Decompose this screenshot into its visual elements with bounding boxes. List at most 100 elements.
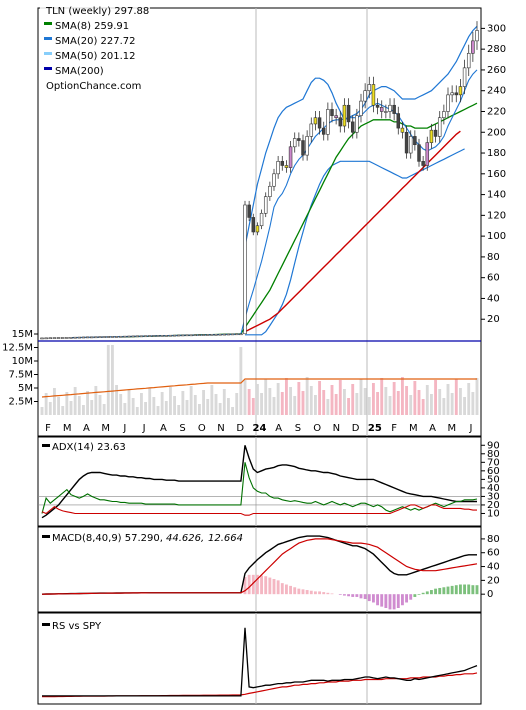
volume-bar: [359, 379, 363, 415]
candle-body: [408, 136, 413, 154]
volume-bar: [231, 407, 235, 415]
volume-bar: [463, 397, 467, 415]
volume-bar: [181, 391, 185, 415]
candle-body: [417, 144, 421, 162]
candle-body: [388, 104, 392, 112]
legend-entry: TLN (weekly) 297.88: [45, 6, 149, 17]
candle-body: [114, 336, 119, 338]
volume-bar: [355, 393, 359, 415]
volume-bar: [438, 389, 442, 415]
macd-histogram-bar: [450, 585, 454, 595]
volume-bar: [148, 388, 152, 415]
volume-bar: [380, 378, 384, 415]
volume-bar: [226, 398, 230, 415]
volume-bar: [318, 381, 322, 415]
volume-bar: [52, 388, 56, 415]
candle-body: [40, 337, 44, 340]
volume-bar: [446, 384, 450, 415]
candle-body: [292, 138, 297, 148]
volume-bar: [110, 345, 114, 415]
candle-body: [297, 138, 301, 141]
volume-bar: [239, 347, 243, 415]
candle-body: [396, 113, 401, 129]
candle-body: [118, 335, 123, 338]
volume-bar: [471, 392, 475, 415]
adx-legend: ADX(14) 23.63: [52, 442, 126, 453]
volume-tick-label: 15M: [12, 329, 33, 340]
x-tick-label: D: [352, 423, 360, 434]
legend-entry: SMA(8) 259.91: [55, 21, 129, 32]
x-tick-label: D: [236, 423, 244, 434]
macd-tick-label: 60: [487, 548, 500, 559]
candle-body: [450, 92, 454, 96]
volume-bar: [127, 389, 131, 415]
volume-bar: [90, 400, 94, 415]
macd-histogram-bar: [305, 590, 309, 595]
x-tick-label: S: [179, 423, 185, 434]
candle-body: [437, 117, 442, 137]
candle-body: [168, 334, 173, 337]
x-tick-label: A: [160, 423, 167, 434]
macd-tick-label: 40: [487, 562, 500, 573]
macd-tick-label: 80: [487, 534, 500, 545]
legend-entry: SMA(20) 227.72: [55, 36, 136, 47]
volume-bar: [376, 392, 380, 415]
volume-bar: [152, 397, 156, 415]
volume-bar: [330, 385, 334, 415]
candle-body: [338, 117, 343, 127]
adx-series-di: [41, 504, 477, 516]
volume-bar: [189, 386, 193, 415]
legend-box: [40, 1, 150, 96]
macd-signal-line: [41, 538, 478, 595]
x-tick-label: J: [142, 423, 146, 434]
macd-histogram-bar: [293, 587, 297, 595]
candle-body: [226, 333, 231, 336]
macd-histogram-bar: [342, 594, 346, 596]
candle-body: [218, 333, 222, 336]
legend-swatch: [42, 535, 50, 538]
volume-bar: [214, 394, 218, 415]
candle-body: [176, 334, 181, 337]
macd-histogram-bar: [446, 586, 450, 595]
volume-bar: [367, 397, 371, 415]
macd-histogram-bar: [475, 585, 479, 595]
volume-bar: [467, 383, 471, 415]
macd-histogram-bar: [276, 580, 280, 595]
legend-swatch: [42, 444, 50, 447]
adx-tick-label: 70: [487, 457, 500, 468]
volume-bar: [73, 387, 77, 415]
volume-bar: [458, 388, 462, 415]
candle-body: [160, 335, 164, 337]
macd-histogram-bar: [330, 593, 334, 595]
candle-body: [421, 161, 425, 166]
candle-body: [321, 127, 326, 135]
macd-histogram-bar: [260, 575, 264, 595]
price-tick-label: 200: [487, 127, 506, 138]
legend-swatch: [44, 37, 52, 40]
macd-tick-label: 0: [487, 589, 493, 600]
macd-histogram-bar: [338, 594, 342, 595]
macd-histogram-bar: [309, 590, 313, 595]
volume-bar: [193, 395, 197, 415]
candle-body: [102, 336, 106, 338]
candle-body: [342, 104, 347, 127]
macd-histogram-bar: [363, 594, 367, 600]
macd-histogram-bar: [347, 594, 351, 597]
macd-histogram-bar: [405, 594, 409, 603]
candle-body: [152, 335, 156, 337]
volume-bar: [48, 402, 52, 415]
volume-bar: [301, 391, 305, 415]
price-tick-label: 80: [487, 252, 500, 263]
candle-body: [433, 129, 438, 137]
price-tick-label: 300: [487, 23, 506, 34]
candle-body: [288, 146, 293, 168]
price-tick-label: 160: [487, 169, 506, 180]
candle-body: [255, 225, 260, 233]
macd-panel: [37, 526, 482, 613]
macd-histogram-bar: [425, 591, 429, 595]
macd-histogram-bar: [264, 576, 268, 595]
candle-body: [305, 136, 309, 156]
candle-body: [48, 337, 53, 340]
volume-bar: [255, 384, 259, 415]
candle-body: [355, 115, 359, 133]
